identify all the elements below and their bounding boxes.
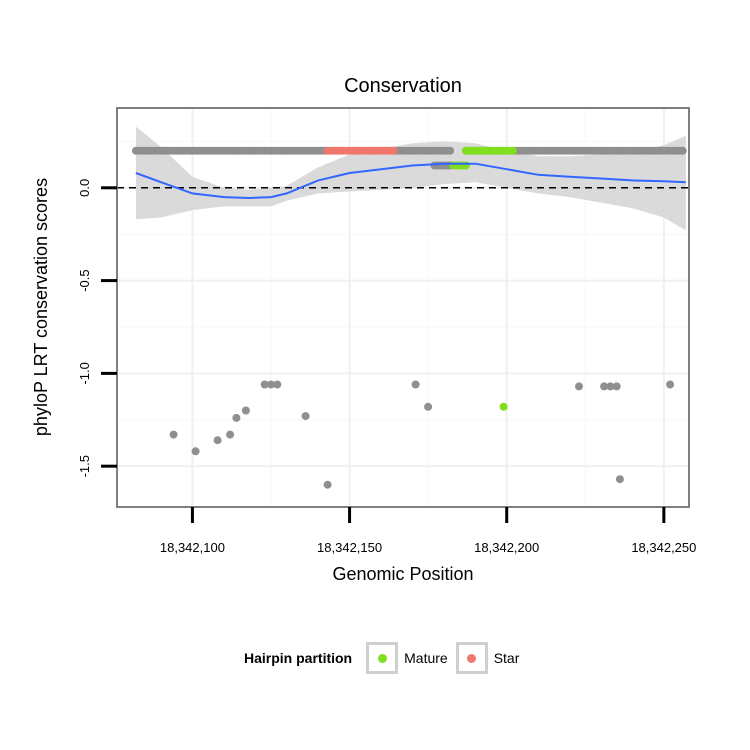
y-tick-label: 0.0 [77, 179, 92, 197]
point-other [615, 475, 624, 484]
point-other [666, 380, 675, 389]
point-other [411, 380, 420, 389]
legend-key-mature [366, 642, 399, 674]
point-other [323, 480, 332, 489]
point-other [600, 382, 609, 391]
legend-title: Hairpin partition [244, 650, 353, 666]
y-tick-label: -0.5 [77, 269, 92, 291]
point-other [606, 382, 615, 391]
point-star [389, 146, 398, 155]
point-other [273, 380, 282, 389]
point-mature [509, 146, 517, 155]
legend-label-star: Star [493, 650, 520, 666]
x-tick-label: 18,342,150 [317, 540, 382, 555]
point-other [226, 430, 235, 439]
smooth-line [135, 162, 686, 200]
confidence-ribbon [135, 126, 686, 231]
star-dot-icon [467, 653, 477, 663]
x-tick-label: 18,342,100 [160, 540, 225, 555]
point-other [678, 146, 687, 155]
y-tick-label: -1.5 [77, 455, 92, 477]
x-axis-label: Genomic Position [332, 564, 473, 584]
point-other [169, 430, 178, 439]
plot-border [116, 107, 690, 508]
x-tick-label: 18,342,250 [631, 540, 696, 555]
point-mature [499, 402, 508, 411]
point-other [446, 146, 455, 155]
point-other [241, 406, 250, 415]
point-other [612, 382, 621, 391]
y-axis-label: phyloP LRT conservation scores [31, 178, 51, 436]
point-other [301, 412, 310, 421]
point-other [267, 380, 275, 389]
point-other [232, 413, 241, 422]
legend-label-mature: Mature [404, 650, 448, 666]
y-tick-label: -1.0 [77, 362, 92, 384]
chart-title: Conservation [344, 75, 462, 97]
x-tick-label: 18,342,200 [474, 540, 539, 555]
mature-dot-icon [377, 653, 387, 663]
legend: Hairpin partition Mature Star [244, 638, 527, 678]
point-other [260, 380, 269, 389]
legend-key-star [455, 642, 488, 674]
point-other [213, 436, 222, 445]
point-other [575, 382, 583, 391]
point-other [424, 402, 433, 411]
point-other [191, 447, 200, 456]
